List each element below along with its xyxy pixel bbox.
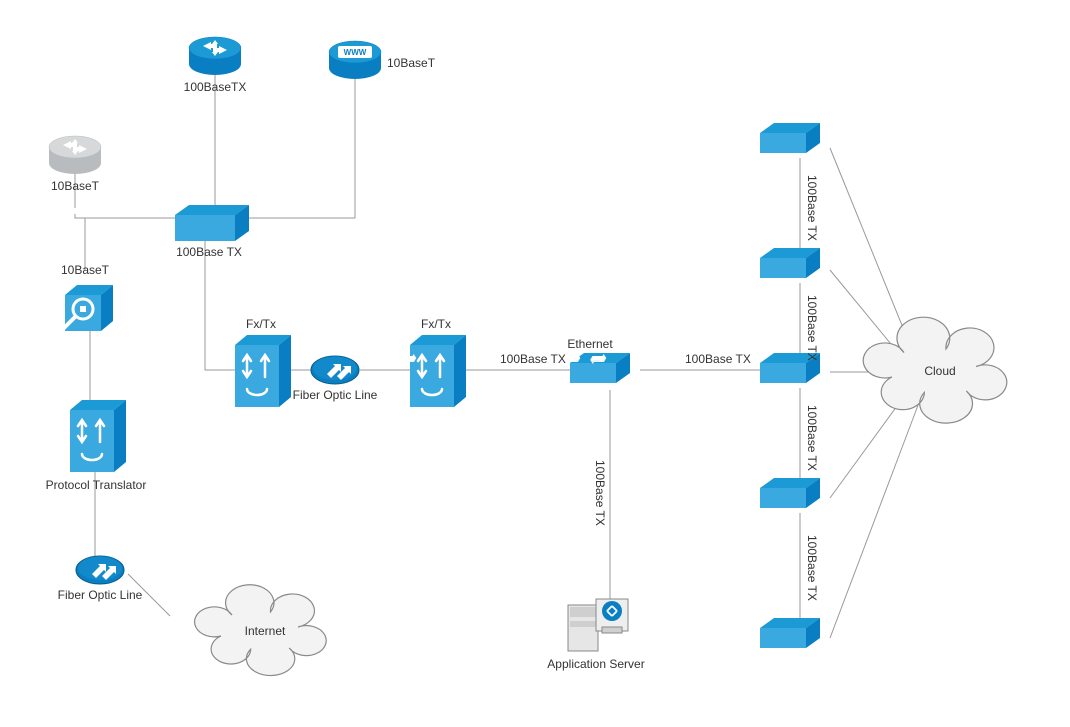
diagram-label: 100Base TX [805, 295, 819, 361]
diagram-label: 100Base TX [685, 352, 751, 366]
diagram-label: 100BaseTX [184, 80, 247, 94]
diagram-label: 100Base TX [176, 245, 242, 259]
diagram-label: Internet [245, 624, 286, 638]
diagram-label: Application Server [547, 657, 644, 671]
diagram-label: Fx/Tx [246, 317, 276, 331]
diagram-label: 100Base TX [593, 460, 607, 526]
diagram-label: 100Base TX [805, 405, 819, 471]
diagram-label: 100Base TX [805, 175, 819, 241]
diagram-label: Fiber Optic Line [58, 588, 143, 602]
diagram-label: 10BaseT [387, 56, 435, 70]
diagram-label: Fx/Tx [421, 317, 451, 331]
diagram-label: 100Base TX [500, 352, 566, 366]
diagram-label: Ethernet [567, 337, 612, 351]
svg-text:WWW: WWW [344, 48, 367, 57]
diagram-label: Protocol Translator [46, 478, 147, 492]
diagram-label: Cloud [924, 364, 955, 378]
diagram-label: 10BaseT [51, 179, 99, 193]
diagram-label: Fiber Optic Line [293, 388, 378, 402]
diagram-label: 100Base TX [805, 535, 819, 601]
diagram-label: 10BaseT [61, 263, 109, 277]
